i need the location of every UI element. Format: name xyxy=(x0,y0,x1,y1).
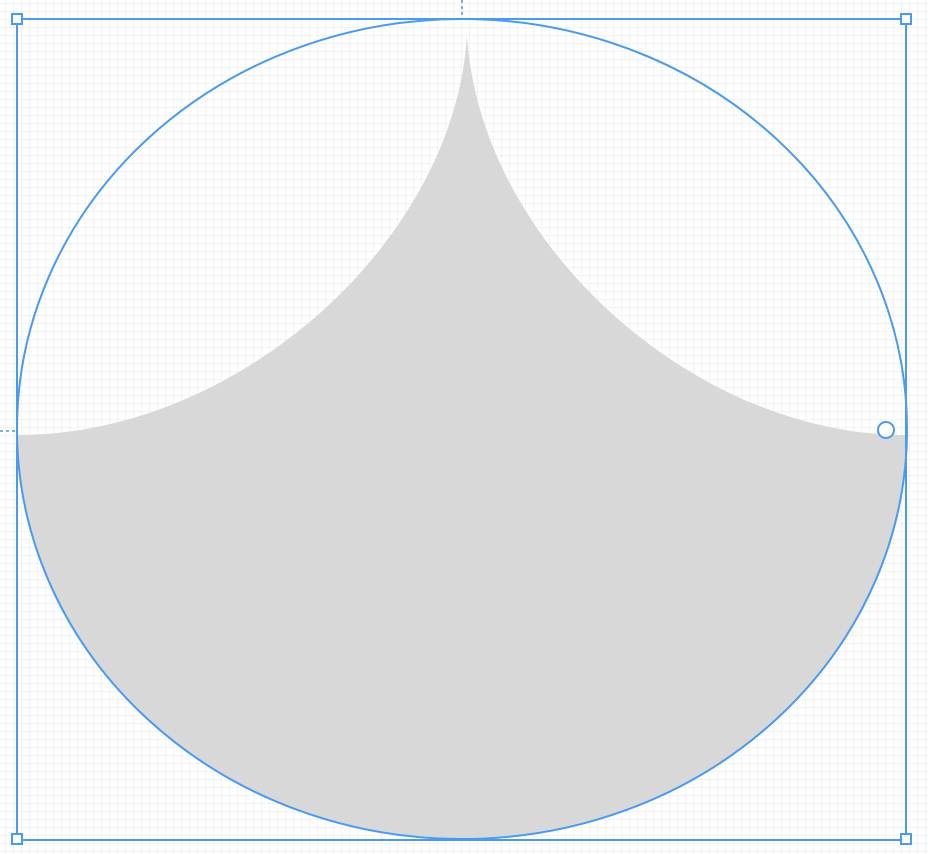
resize-handle-top-right[interactable] xyxy=(900,13,912,25)
resize-handle-bottom-left[interactable] xyxy=(11,833,23,845)
resize-handle-top-left[interactable] xyxy=(11,13,23,25)
resize-handle-bottom-right[interactable] xyxy=(900,833,912,845)
curve-adjust-handle[interactable] xyxy=(877,421,895,439)
drop-shape-fill[interactable] xyxy=(18,35,906,838)
